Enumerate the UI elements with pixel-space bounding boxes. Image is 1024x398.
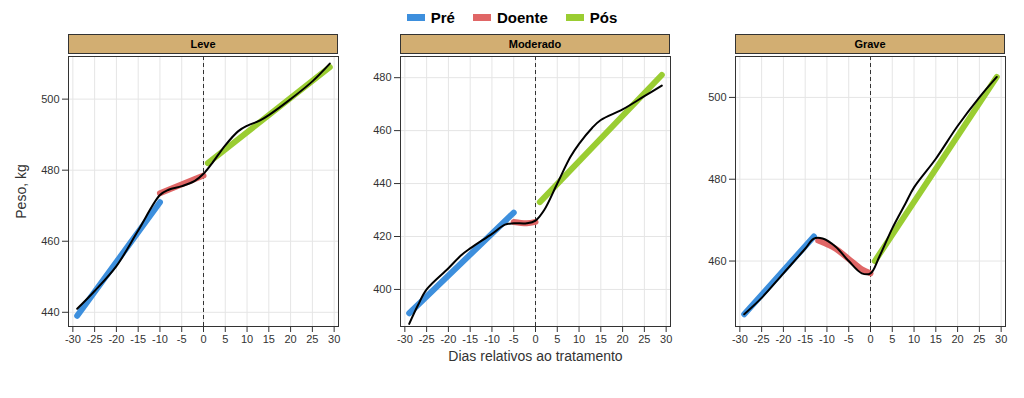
html-text:Moderado: Moderado: [508, 38, 562, 50]
svg-text:480: 480: [41, 164, 59, 176]
svg-text:-30: -30: [732, 333, 748, 345]
svg-text:25: 25: [638, 333, 650, 345]
svg-text:480: 480: [373, 71, 391, 83]
svg-text:-25: -25: [87, 333, 103, 345]
svg-text:Peso, kg: Peso, kg: [13, 164, 29, 218]
svg-text:-20: -20: [775, 333, 791, 345]
svg-text:10: 10: [573, 333, 585, 345]
svg-text:460: 460: [708, 255, 726, 267]
svg-text:-10: -10: [819, 333, 835, 345]
svg-text:25: 25: [973, 333, 985, 345]
svg-text:-25: -25: [419, 333, 435, 345]
svg-text:460: 460: [373, 124, 391, 136]
svg-text:10: 10: [908, 333, 920, 345]
svg-text:-10: -10: [484, 333, 500, 345]
svg-text:20: 20: [284, 333, 296, 345]
svg-text:0: 0: [200, 333, 206, 345]
svg-text:500: 500: [41, 93, 59, 105]
html-text:Pré: Pré: [430, 8, 455, 26]
svg-text:-5: -5: [509, 333, 519, 345]
svg-text:-20: -20: [440, 333, 456, 345]
svg-text:-25: -25: [754, 333, 770, 345]
svg-text:5: 5: [554, 333, 560, 345]
svg-text:15: 15: [263, 333, 275, 345]
svg-text:400: 400: [373, 283, 391, 295]
svg-text:10: 10: [241, 333, 253, 345]
svg-text:-30: -30: [397, 333, 413, 345]
svg-text:30: 30: [660, 333, 672, 345]
html-text:Pós: Pós: [589, 8, 618, 26]
svg-text:15: 15: [930, 333, 942, 345]
svg-text:20: 20: [951, 333, 963, 345]
html-text:Grave: Grave: [854, 38, 886, 50]
svg-text:0: 0: [532, 333, 538, 345]
svg-text:440: 440: [41, 306, 59, 318]
svg-text:15: 15: [595, 333, 607, 345]
svg-text:20: 20: [616, 333, 628, 345]
svg-text:500: 500: [708, 91, 726, 103]
svg-text:5: 5: [889, 333, 895, 345]
svg-text:460: 460: [41, 235, 59, 247]
html-text:Leve: Leve: [190, 38, 216, 50]
svg-text:Dias relativos ao tratamento: Dias relativos ao tratamento: [448, 348, 623, 364]
svg-text:-10: -10: [152, 333, 168, 345]
svg-text:-15: -15: [797, 333, 813, 345]
svg-text:-15: -15: [462, 333, 478, 345]
svg-text:-15: -15: [130, 333, 146, 345]
svg-text:-30: -30: [65, 333, 81, 345]
svg-text:30: 30: [328, 333, 340, 345]
svg-text:-5: -5: [844, 333, 854, 345]
svg-text:0: 0: [867, 333, 873, 345]
svg-text:-20: -20: [108, 333, 124, 345]
svg-text:-5: -5: [177, 333, 187, 345]
svg-text:440: 440: [373, 177, 391, 189]
svg-text:480: 480: [708, 173, 726, 185]
svg-text:5: 5: [222, 333, 228, 345]
html-text:Doente: Doente: [496, 8, 548, 26]
svg-text:25: 25: [306, 333, 318, 345]
svg-text:420: 420: [373, 230, 391, 242]
svg-text:30: 30: [995, 333, 1007, 345]
